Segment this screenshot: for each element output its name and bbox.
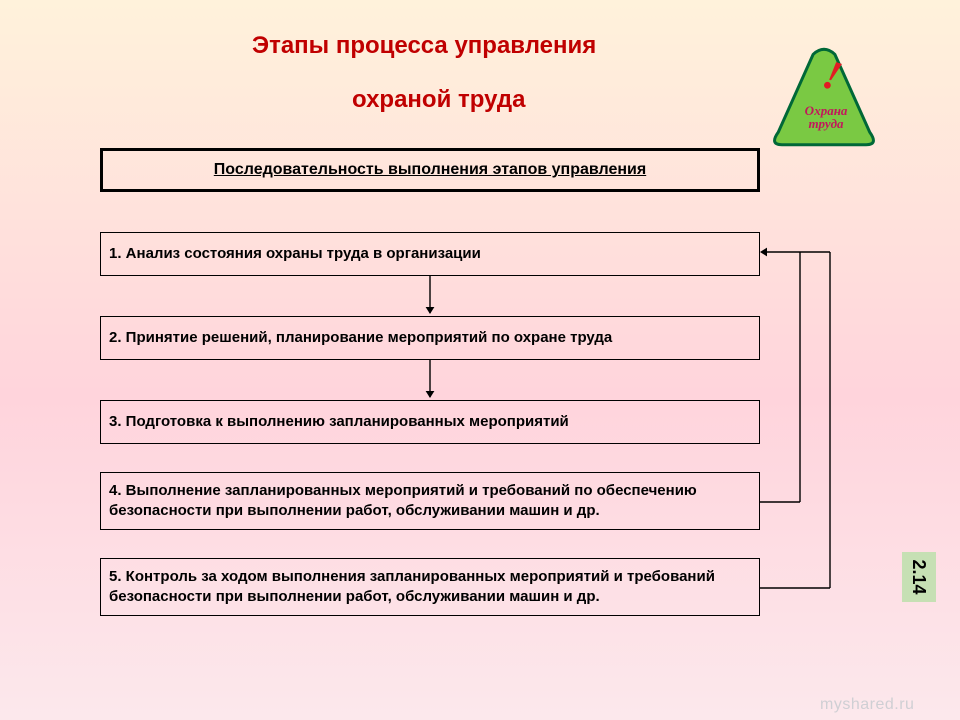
safety-logo: ! Охрана труда — [764, 42, 884, 152]
step-box: 3. Подготовка к выполнению запланированн… — [100, 400, 760, 444]
step-box: 4. Выполнение запланированных мероприяти… — [100, 472, 760, 530]
sequence-header: Последовательность выполнения этапов упр… — [100, 148, 760, 192]
slide: Этапы процесса управления охраной труда … — [0, 0, 960, 720]
page-number-badge: 2.14 — [902, 552, 936, 602]
slide-title-line1: Этапы процесса управления — [252, 32, 596, 60]
step-box: 2. Принятие решений, планирование меропр… — [100, 316, 760, 360]
step-box: 5. Контроль за ходом выполнения запланир… — [100, 558, 760, 616]
step-box: 1. Анализ состояния охраны труда в орган… — [100, 232, 760, 276]
logo-label-line2: труда — [808, 116, 843, 131]
source-watermark: myshared.ru — [820, 696, 914, 714]
slide-title-line2: охраной труда — [352, 86, 525, 114]
logo-label: Охрана труда — [790, 104, 862, 130]
